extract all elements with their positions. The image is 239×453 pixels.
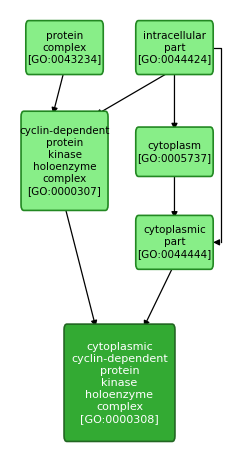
FancyBboxPatch shape [64,324,175,441]
Text: cyclin-dependent
protein
kinase
holoenzyme
complex
[GO:0000307]: cyclin-dependent protein kinase holoenzy… [19,126,110,196]
FancyBboxPatch shape [136,127,213,176]
FancyBboxPatch shape [26,20,103,75]
Text: intracellular
part
[GO:0044424]: intracellular part [GO:0044424] [137,30,212,65]
FancyBboxPatch shape [21,111,108,210]
Text: cytoplasmic
cyclin-dependent
protein
kinase
holoenzyme
complex
[GO:0000308]: cytoplasmic cyclin-dependent protein kin… [71,342,168,424]
FancyBboxPatch shape [136,20,213,75]
Text: protein
complex
[GO:0043234]: protein complex [GO:0043234] [27,30,102,65]
Text: cytoplasm
[GO:0005737]: cytoplasm [GO:0005737] [137,141,212,163]
FancyBboxPatch shape [136,216,213,269]
Text: cytoplasmic
part
[GO:0044444]: cytoplasmic part [GO:0044444] [137,225,212,260]
